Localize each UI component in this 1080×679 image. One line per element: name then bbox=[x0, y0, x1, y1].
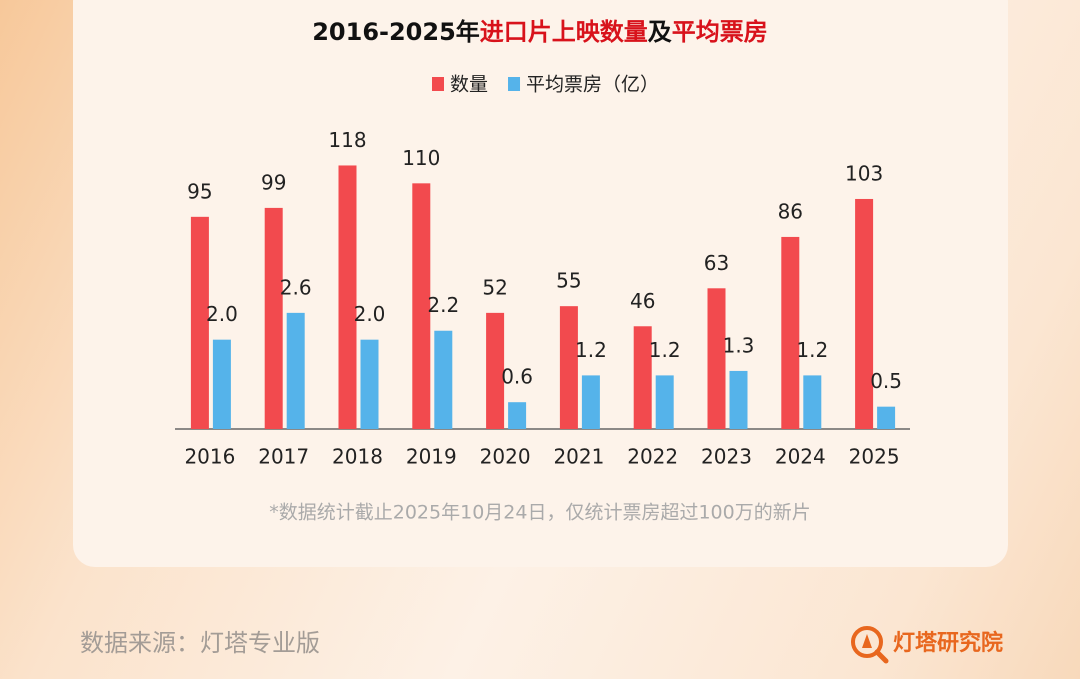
bar bbox=[707, 288, 726, 429]
source: 数据来源：灯塔专业版 bbox=[80, 629, 320, 657]
bar bbox=[855, 198, 874, 429]
title-part: 2016-2025年 bbox=[312, 18, 480, 46]
data-label: 52 bbox=[482, 275, 507, 299]
x-tick-label: 2020 bbox=[480, 445, 531, 469]
x-tick-label: 2025 bbox=[849, 445, 900, 469]
bar bbox=[412, 183, 431, 429]
x-tick-label: 2016 bbox=[184, 445, 235, 469]
bar bbox=[633, 326, 652, 429]
footnote: *数据统计截止2025年10月24日，仅统计票房超过100万的新片 bbox=[269, 502, 810, 524]
bar bbox=[508, 402, 527, 429]
bar bbox=[655, 375, 674, 429]
card bbox=[73, 0, 1008, 567]
title-part: 进口片上映数量 bbox=[480, 18, 648, 46]
data-label: 2.6 bbox=[280, 275, 312, 299]
data-label: 103 bbox=[845, 161, 883, 185]
bar bbox=[803, 375, 822, 429]
bar bbox=[286, 312, 305, 429]
title-part: 及 bbox=[648, 18, 672, 46]
data-label: 2.0 bbox=[206, 302, 238, 326]
legend-swatch bbox=[508, 77, 521, 91]
bar bbox=[486, 312, 505, 429]
data-label: 118 bbox=[328, 128, 366, 152]
x-tick-label: 2019 bbox=[406, 445, 457, 469]
data-label: 110 bbox=[402, 146, 440, 170]
brand-logo bbox=[851, 626, 889, 664]
bar bbox=[434, 330, 453, 429]
chart-title: 2016-2025年进口片上映数量及平均票房 bbox=[312, 18, 768, 46]
data-label: 63 bbox=[704, 251, 729, 275]
data-label: 0.6 bbox=[501, 365, 533, 389]
data-label: 99 bbox=[261, 170, 286, 194]
bar bbox=[559, 306, 578, 429]
x-tick-label: 2024 bbox=[775, 445, 826, 469]
data-label: 2.2 bbox=[427, 293, 459, 317]
data-label: 0.5 bbox=[870, 369, 902, 393]
bar bbox=[360, 339, 379, 429]
data-label: 1.3 bbox=[723, 333, 755, 357]
bar bbox=[877, 406, 896, 429]
data-label: 95 bbox=[187, 179, 212, 203]
legend-label: 数量 bbox=[450, 74, 488, 96]
data-label: 1.2 bbox=[649, 338, 681, 362]
data-label: 2.0 bbox=[354, 302, 386, 326]
bar bbox=[581, 375, 600, 429]
bar bbox=[729, 370, 748, 429]
bar bbox=[212, 339, 231, 429]
x-tick-label: 2023 bbox=[701, 445, 752, 469]
data-label: 1.2 bbox=[796, 338, 828, 362]
brand: 灯塔研究院 bbox=[893, 630, 1003, 656]
bar bbox=[338, 165, 357, 429]
x-tick-label: 2018 bbox=[332, 445, 383, 469]
bar bbox=[264, 207, 283, 429]
x-tick-label: 2017 bbox=[258, 445, 309, 469]
legend-label: 平均票房（亿） bbox=[526, 74, 659, 96]
data-label: 1.2 bbox=[575, 338, 607, 362]
data-label: 55 bbox=[556, 269, 581, 293]
data-label: 46 bbox=[630, 289, 655, 313]
legend-swatch bbox=[432, 77, 444, 91]
bar bbox=[781, 236, 800, 429]
legend: 数量 平均票房（亿） bbox=[432, 74, 659, 96]
x-tick-label: 2021 bbox=[553, 445, 604, 469]
data-label: 86 bbox=[778, 199, 803, 223]
title-part: 平均票房 bbox=[672, 18, 768, 46]
bar bbox=[190, 216, 209, 429]
x-tick-label: 2022 bbox=[627, 445, 678, 469]
